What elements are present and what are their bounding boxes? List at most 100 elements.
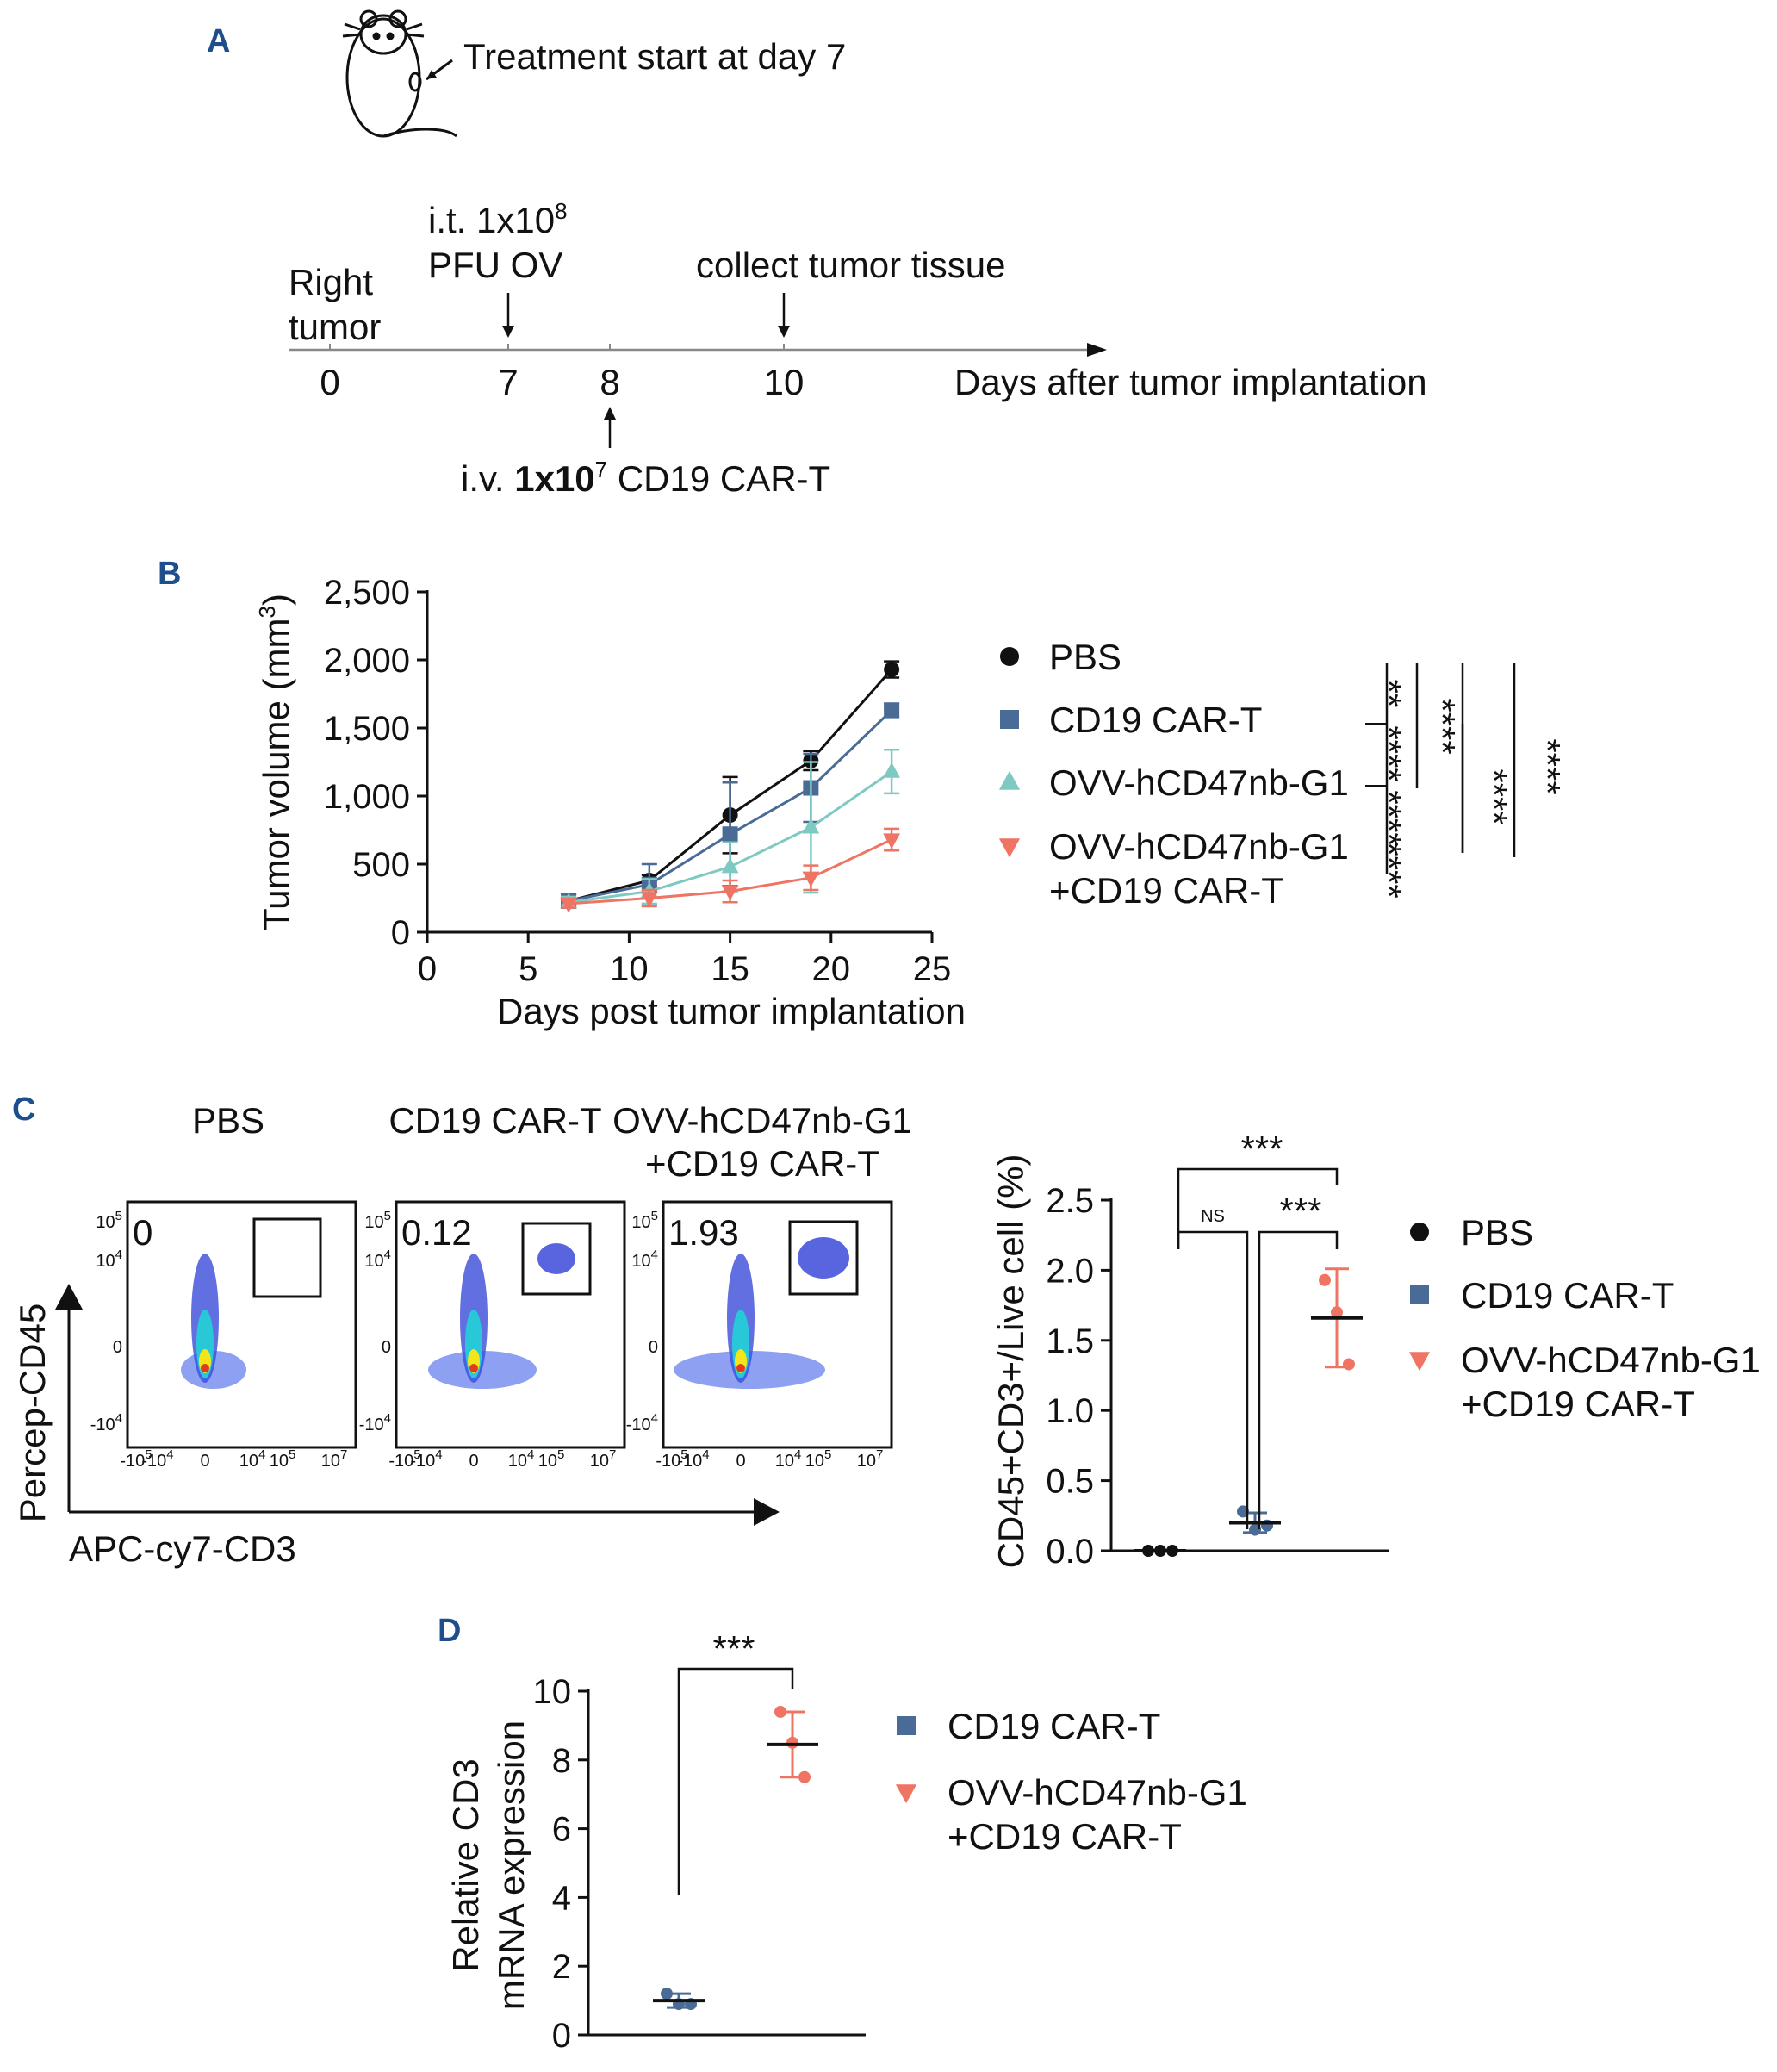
data-point (661, 1988, 673, 2000)
flow-x-tick: -104 (141, 1447, 173, 1471)
y-tick-label: 2 (552, 1948, 571, 1986)
y-axis-label-line1: Relative CD3 (445, 1758, 486, 1971)
sig-stars-0: ** (1369, 680, 1409, 708)
flow-x-tick-exp: 4 (435, 1447, 442, 1462)
flow-x-tick-exp: 4 (258, 1447, 265, 1462)
flow-x-tick-exp: 4 (702, 1447, 709, 1462)
flow-y-tick-base: 10 (96, 1213, 115, 1232)
legend-marker-1 (895, 1784, 917, 1804)
flow-x-tick-exp: 5 (680, 1447, 687, 1462)
flow-x-tick: -104 (410, 1447, 442, 1471)
flow-y-tick-base: -10 (359, 1416, 384, 1434)
data-point (721, 857, 739, 874)
legend-marker-2 (998, 770, 1021, 790)
flow-y-tick: 105 (96, 1209, 122, 1232)
flow-x-tick-base: 10 (857, 1452, 876, 1471)
sig-stars-1: **** (1369, 725, 1409, 781)
flow-x-tick: 107 (590, 1447, 617, 1471)
panel-label-b: B (158, 556, 181, 592)
flow-x-tick: 104 (239, 1447, 266, 1471)
flow-y-tick-exp: 5 (115, 1209, 122, 1223)
flow-density-max (201, 1364, 209, 1372)
treatment-label: Treatment start at day 7 (463, 36, 846, 77)
sig-stars-6: **** (1369, 842, 1409, 898)
flow-y-tick: 0 (382, 1338, 391, 1357)
flow-y-tick-exp: 5 (651, 1209, 658, 1223)
sig-label-0: *** (1240, 1129, 1283, 1169)
flow-density-max (736, 1364, 745, 1372)
flow-y-tick-base: 10 (96, 1252, 115, 1271)
flow-x-tick: 104 (508, 1447, 535, 1471)
flow-y-tick: -104 (90, 1411, 122, 1434)
data-point (1249, 1523, 1261, 1536)
it-label-line1: i.t. 1x108 (428, 198, 568, 240)
cd45-cd3-chart: 0.0 0.5 1.0 1.5 2.0 2.5 CD45+CD3+/Live cell (%… (991, 1129, 1761, 1571)
flow-x-tick: 0 (736, 1452, 745, 1471)
flow-y-label: Percep-CD45 (12, 1304, 53, 1522)
panel-label-a: A (207, 23, 230, 59)
legend-label-3-line2: +CD19 CAR-T (1049, 870, 1283, 911)
flow-y-tick-exp: 4 (115, 1411, 122, 1426)
flow-y-tick-base: -10 (626, 1416, 651, 1434)
legend-label-1: CD19 CAR-T (1049, 700, 1262, 740)
flow-y-tick: 105 (364, 1209, 391, 1232)
iv-bold: 1x10 (514, 458, 594, 499)
flow-x-tick: 0 (200, 1452, 209, 1471)
x-axis-label: Days post tumor implantation (497, 991, 966, 1031)
sig-bracket-0 (1177, 1167, 1339, 1249)
right-tumor-label-2: tumor (289, 307, 381, 347)
iv-suffix: CD19 CAR-T (607, 458, 830, 499)
it-label-line2: PFU OV (428, 245, 562, 285)
y-tick-label: 4 (552, 1879, 571, 1917)
flow-x-tick: -105 (656, 1447, 687, 1471)
flow-x-tick-base: 0 (736, 1452, 745, 1471)
flow-y-tick-exp: 4 (651, 1411, 658, 1426)
flow-x-tick-exp: 4 (794, 1447, 801, 1462)
sig-stars-3: **** (1422, 698, 1463, 754)
flow-y-tick-exp: 4 (384, 1411, 391, 1426)
flow-y-tick-base: -10 (90, 1416, 115, 1434)
flow-x-tick: -105 (120, 1447, 152, 1471)
timeline-tick-label-0: 0 (320, 362, 339, 402)
legend-label-1: OVV-hCD47nb-G1 (948, 1772, 1247, 1813)
flow-plot-frame (126, 1200, 357, 1449)
flow-x-tick-exp: 7 (876, 1447, 883, 1462)
legend-label-2-line2: +CD19 CAR-T (1461, 1384, 1695, 1424)
flow-y-tick: 104 (631, 1248, 658, 1271)
flow-y-tick-exp: 5 (384, 1209, 391, 1223)
flow-y-tick: -104 (359, 1411, 391, 1434)
data-point (883, 833, 901, 849)
x-tick-label: 5 (519, 950, 537, 988)
flow-gate-value: 1.93 (668, 1212, 739, 1253)
y-tick-label: 0.5 (1046, 1463, 1094, 1501)
data-point (1331, 1306, 1343, 1319)
flow-x-tick-base: -10 (141, 1452, 166, 1471)
y-tick-label: 2,000 (324, 642, 410, 680)
flow-density-max (469, 1364, 478, 1372)
flow-cytometry-plots: PBS CD19 CAR-T OVV-hCD47nb-G1+CD19 CAR-T01… (12, 1100, 912, 1569)
y-tick-label: 2.5 (1046, 1182, 1094, 1220)
data-point (1237, 1505, 1249, 1518)
timeline-tick-label-7: 7 (498, 362, 518, 402)
y-tick-label: 6 (552, 1811, 571, 1849)
flow-y-tick-base: 0 (382, 1338, 391, 1357)
flow-x-arrowhead (754, 1498, 780, 1526)
flow-x-tick-exp: 4 (527, 1447, 534, 1462)
legend-marker-2 (1408, 1352, 1431, 1372)
flow-y-tick: 105 (631, 1209, 658, 1232)
y-tick-label: 2,500 (324, 574, 410, 612)
flow-x-tick: 105 (805, 1447, 832, 1471)
legend-marker-1 (1410, 1285, 1429, 1304)
legend-label-0: CD19 CAR-T (948, 1706, 1160, 1746)
flow-title-ovv-line2: +CD19 CAR-T (645, 1143, 879, 1184)
flow-title-pbs: PBS (192, 1100, 264, 1141)
flow-y-tick: 104 (96, 1248, 122, 1271)
x-tick-label: 15 (711, 950, 749, 988)
flow-x-tick: -105 (388, 1447, 420, 1471)
flow-x-tick: 105 (538, 1447, 565, 1471)
flow-y-tick: 104 (364, 1248, 391, 1271)
y-tick-label: 10 (533, 1673, 572, 1711)
it-label-base: i.t. 1x10 (428, 200, 555, 240)
flow-gate (252, 1217, 322, 1298)
flow-x-tick-base: -10 (120, 1452, 145, 1471)
